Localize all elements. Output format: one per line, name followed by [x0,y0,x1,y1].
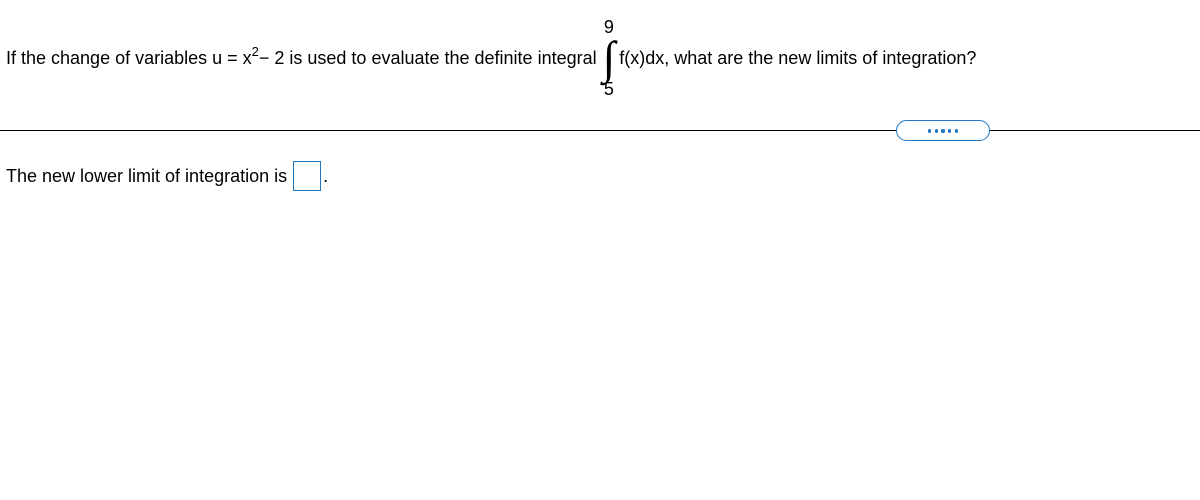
question-text-dx: dx, what are the new limits of integrati… [645,48,976,69]
dot-icon [948,129,951,132]
question-row: If the change of variables u = x 2 − 2 i… [0,0,1200,124]
definite-integral: 9 ∫ 5 [603,18,616,98]
lower-limit: 5 [604,80,614,98]
exponent: 2 [252,44,259,59]
more-options-button[interactable] [896,120,990,141]
answer-period: . [323,166,328,187]
integrand: f(x) [619,48,645,69]
answer-row: The new lower limit of integration is . [0,131,1200,191]
dot-icon [941,129,944,132]
question-text-part2: − 2 is used to evaluate the definite int… [259,48,597,69]
lower-limit-input[interactable] [293,161,321,191]
integral-symbol: ∫ [603,36,616,80]
dot-icon [955,129,958,132]
section-divider [0,130,1200,131]
answer-label: The new lower limit of integration is [6,166,287,187]
question-text-part1: If the change of variables u = x [6,48,252,69]
dot-icon [935,129,938,132]
dot-icon [928,129,931,132]
